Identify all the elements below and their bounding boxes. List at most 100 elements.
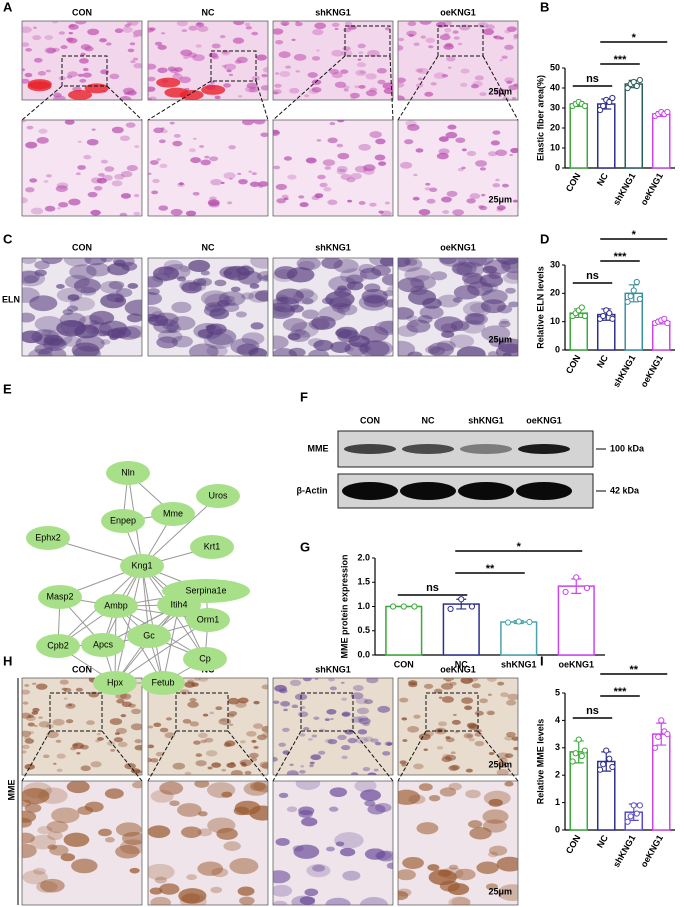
network-node: [141, 671, 185, 695]
network-node: [157, 593, 201, 617]
data-point: [575, 736, 582, 743]
tissue-spot: [27, 722, 35, 727]
tissue-spot: [148, 86, 156, 92]
tissue-spot: [423, 683, 434, 689]
texture: [400, 120, 518, 216]
tissue-spot: [228, 711, 238, 716]
tissue-spot: [273, 700, 280, 704]
tissue-spot: [134, 739, 142, 744]
tissue-spot: [37, 71, 47, 76]
tissue-spot: [218, 291, 246, 306]
tissue-spot: [157, 329, 183, 344]
tissue-spot: [225, 300, 236, 306]
node-label: Ephx2: [35, 532, 61, 542]
data-point: [606, 755, 613, 762]
tissue-spot: [80, 765, 91, 772]
tissue-spot: [87, 28, 100, 36]
tissue-spot: [445, 131, 458, 139]
tissue-spot: [83, 154, 92, 160]
tissue-spot: [56, 319, 87, 337]
tissue-spot: [80, 286, 97, 296]
tissue-spot: [178, 182, 184, 186]
tissue-spot: [273, 302, 295, 319]
tissue-spot: [370, 738, 379, 743]
tissue-spot: [222, 302, 240, 312]
tissue-spot: [119, 96, 132, 100]
tissue-spot: [351, 772, 359, 775]
tissue-spot: [22, 312, 36, 323]
tissue-spot: [193, 678, 201, 681]
micrograph-bg: [21, 677, 143, 776]
tissue-spot: [238, 178, 248, 185]
tissue-spot: [419, 21, 432, 25]
tissue-spot: [302, 678, 312, 682]
tissue-spot: [292, 845, 304, 852]
tissue-spot: [441, 330, 455, 338]
tissue-spot: [249, 752, 259, 759]
node-label: Mme: [163, 508, 183, 518]
tissue-spot: [148, 288, 160, 296]
tissue-spot: [408, 33, 415, 37]
tissue-spot: [28, 731, 34, 734]
tissue-spot: [347, 737, 358, 744]
tissue-spot: [258, 181, 268, 187]
network-node: [151, 502, 195, 526]
x-tick-label: oeKNG1: [639, 171, 665, 207]
tissue-spot: [456, 261, 485, 278]
tissue-spot: [398, 258, 423, 272]
tissue-spot: [355, 697, 368, 705]
tissue-spot: [22, 68, 26, 72]
network-node: [183, 647, 227, 671]
tissue-spot: [46, 174, 52, 178]
red-spot: [68, 89, 93, 100]
tissue-spot: [251, 739, 257, 743]
network-node: [36, 634, 80, 658]
tissue-spot: [350, 692, 364, 700]
tissue-spot: [125, 122, 136, 128]
tissue-spot: [506, 26, 517, 32]
tissue-spot: [398, 37, 405, 42]
tissue-spot: [382, 751, 391, 756]
tissue-spot: [319, 182, 328, 188]
tissue-spot: [120, 714, 127, 718]
tissue-spot: [413, 173, 418, 177]
tissue-spot: [89, 310, 115, 325]
tissue-spot: [69, 24, 75, 28]
tissue-spot: [67, 294, 80, 301]
tissue-spot: [311, 316, 336, 330]
blot-band: [516, 482, 572, 500]
tissue-spot: [226, 69, 232, 73]
tissue-spot: [37, 346, 67, 356]
tissue-spot: [296, 258, 321, 271]
tissue-spot: [66, 75, 73, 79]
tissue-spot: [115, 288, 133, 298]
tissue-spot: [401, 763, 407, 767]
tissue-spot: [221, 64, 227, 68]
data-point: [664, 731, 671, 738]
tissue-spot: [399, 697, 409, 703]
tissue-spot: [22, 730, 32, 737]
micrograph: [397, 257, 519, 357]
tissue-spot: [203, 332, 234, 350]
tissue-spot: [303, 727, 310, 731]
tissue-spot: [236, 56, 248, 64]
tissue-spot: [474, 710, 484, 716]
tissue-spot: [475, 160, 488, 167]
tissue-spot: [313, 716, 320, 720]
tissue-spot: [130, 60, 136, 64]
tissue-spot: [289, 87, 300, 94]
tissue-spot: [325, 897, 351, 905]
tissue-spot: [465, 768, 473, 773]
tissue-spot: [295, 781, 321, 791]
tissue-spot: [261, 762, 268, 770]
tissue-spot: [312, 28, 324, 36]
data-point: [526, 618, 533, 626]
tissue-spot: [273, 870, 291, 884]
blot-band: [344, 444, 396, 454]
tissue-spot: [407, 21, 417, 27]
tissue-spot: [457, 42, 463, 46]
tissue-spot: [295, 70, 300, 73]
tissue-spot: [66, 305, 79, 312]
tissue-spot: [238, 95, 243, 98]
